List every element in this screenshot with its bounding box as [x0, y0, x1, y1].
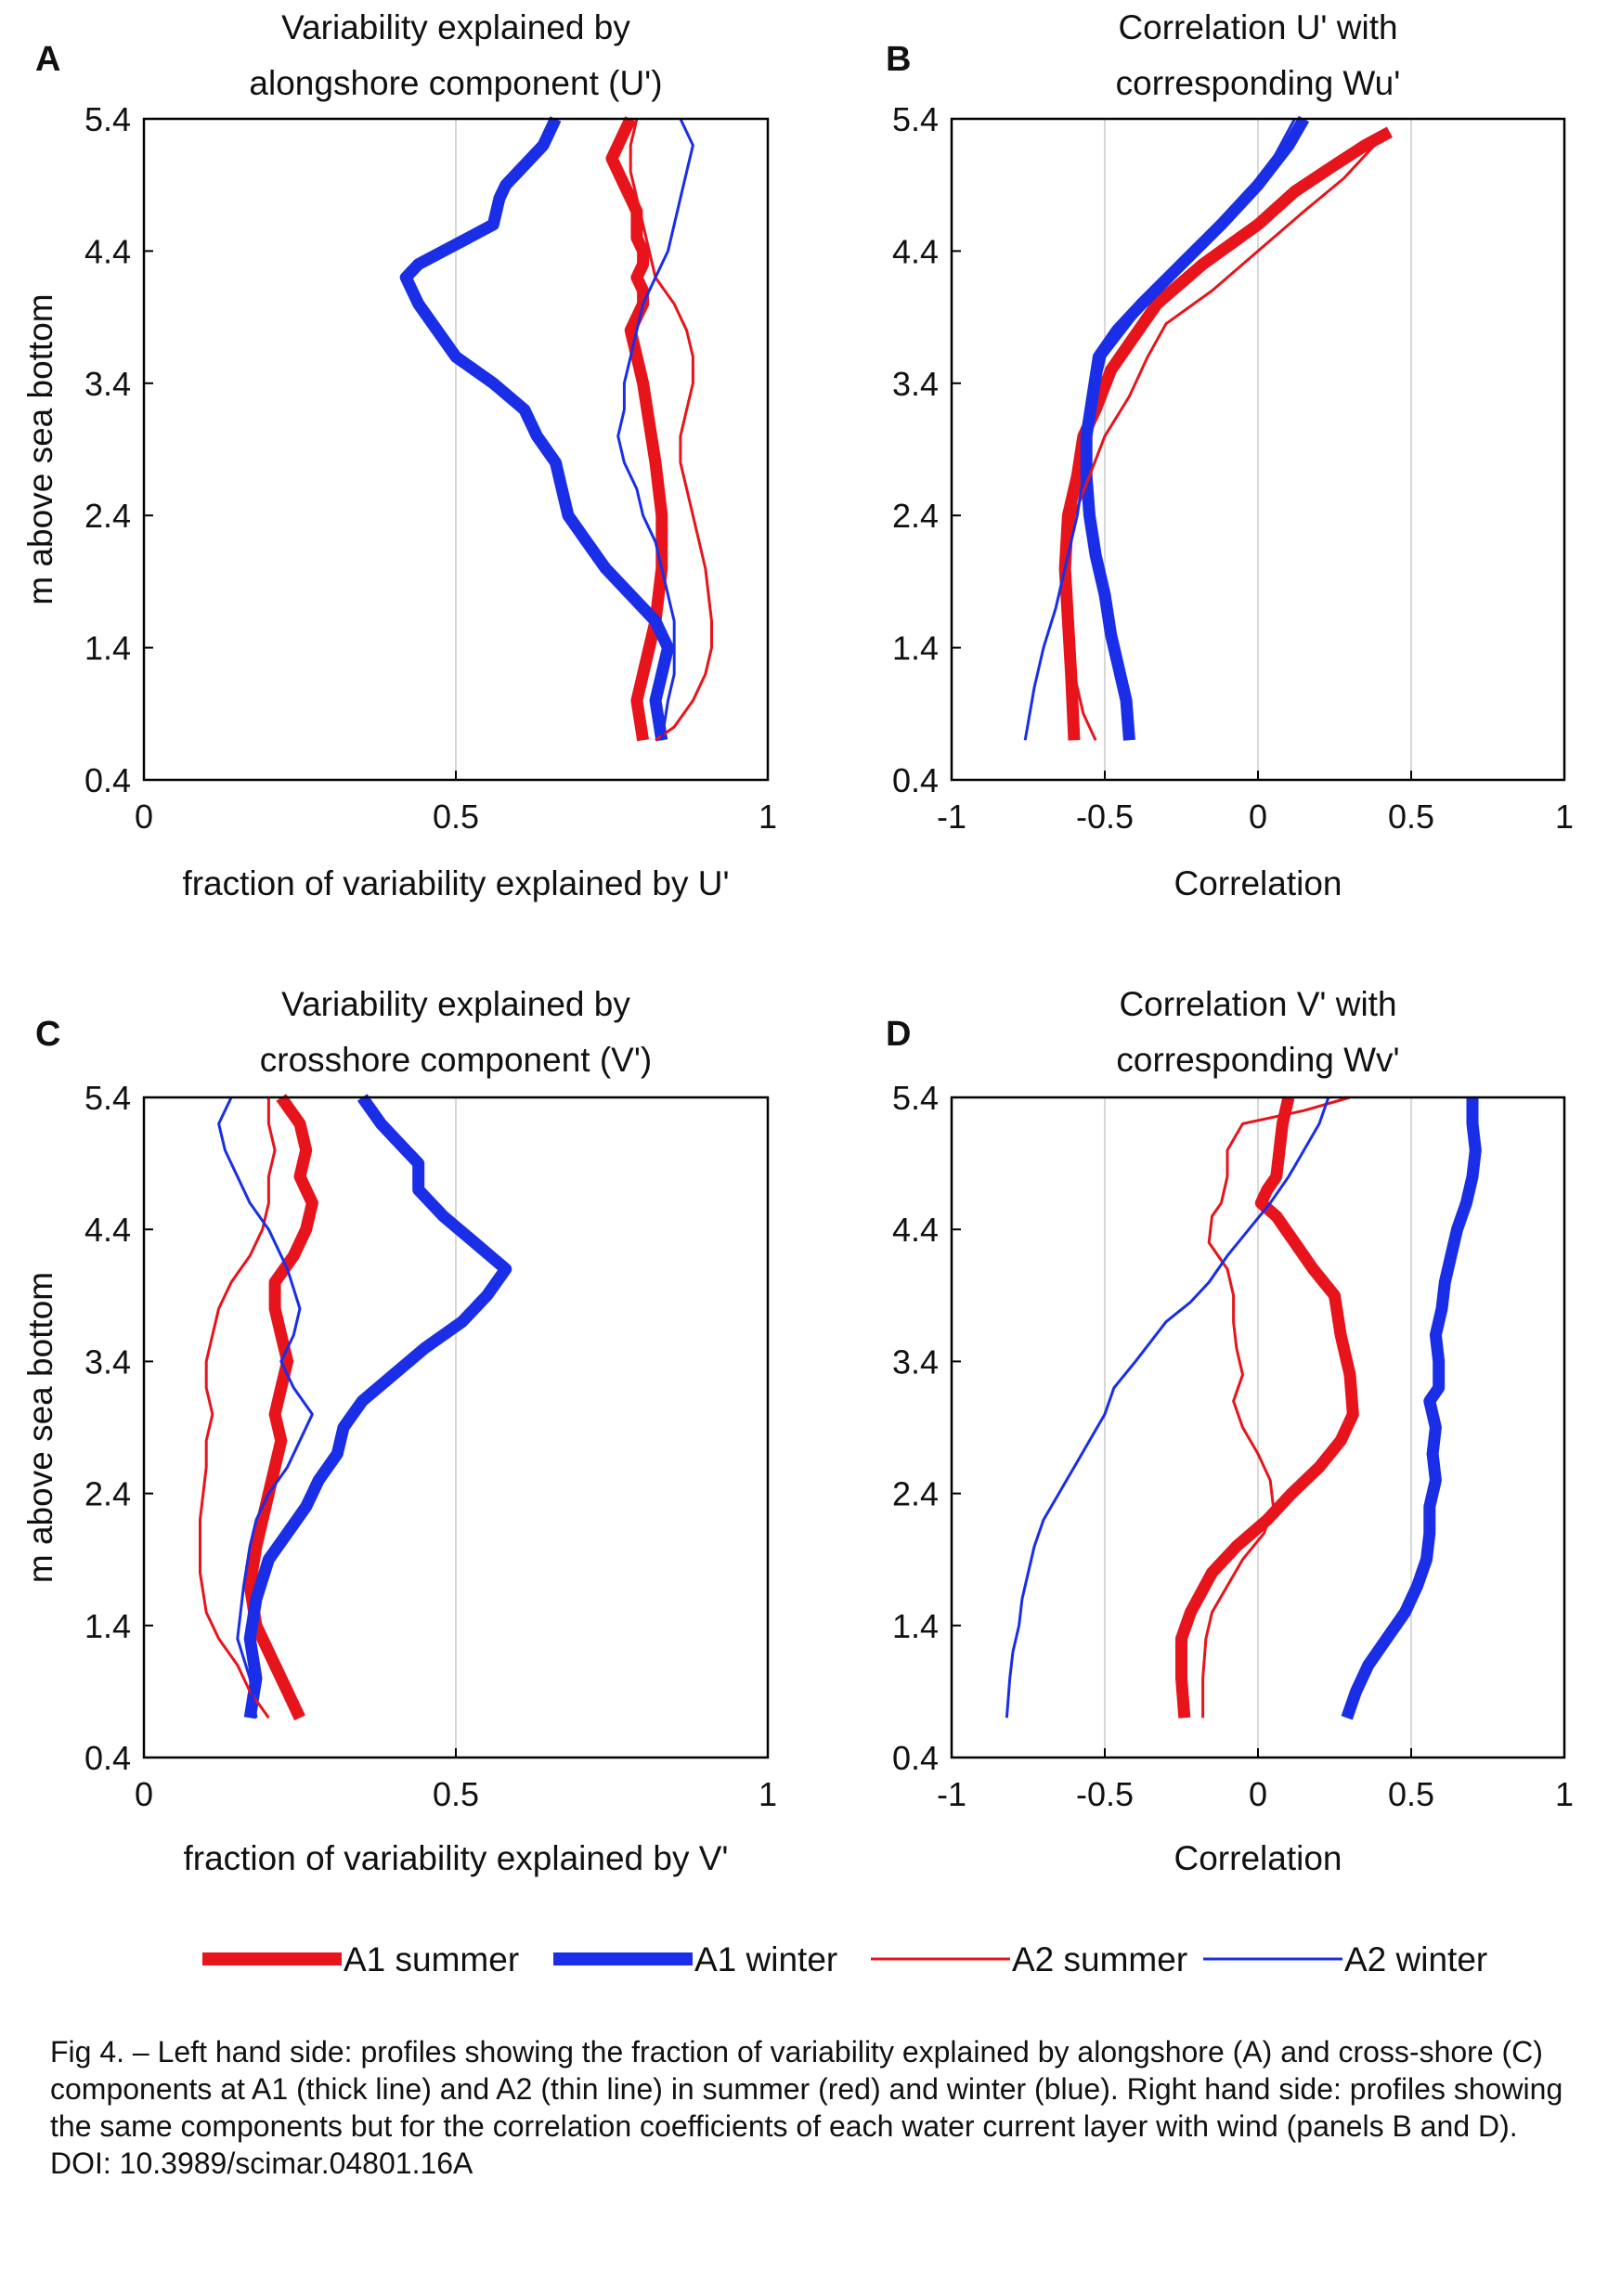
x-tick-label: 0 [135, 798, 153, 836]
x-axis-label: fraction of variability explained by V' [183, 1839, 728, 1877]
series-line-a2-winter [1005, 1096, 1330, 1719]
panel-title-line: Correlation V' with [1119, 985, 1396, 1023]
series-line-a2-winter [616, 118, 694, 741]
panel-d: -1 -0.5 0 0.5 1 0.4 1.4 2.4 3.4 4.4 5.4 Correlation… [886, 985, 1574, 1877]
series-line-a2-winter [217, 1096, 314, 1719]
y-tick-label: 4.4 [84, 232, 131, 270]
panel-letter: C [35, 1015, 60, 1054]
series-line-a2-summer [629, 118, 713, 742]
panel-b: -1 -0.5 0 0.5 1 0.4 1.4 2.4 3.4 4.4 5.4 Correlation… [886, 8, 1574, 902]
x-axis-label: Correlation [1174, 864, 1342, 902]
series-line-a1-summer [605, 116, 668, 742]
x-tick-label: 0.5 [433, 1775, 479, 1813]
caption-doi: DOI: 10.3989/scimar.04801.16A [50, 2147, 473, 2180]
panel-letter: B [886, 40, 911, 79]
y-tick-label: 5.4 [892, 100, 939, 138]
series-line-a1-winter [243, 1094, 512, 1719]
x-tick-label: 1 [759, 1775, 777, 1813]
y-tick-label: 0.4 [84, 1739, 131, 1777]
y-axis-label: m above sea bottom [21, 293, 59, 604]
x-tick-label: 0.5 [433, 798, 479, 836]
x-axis-label: fraction of variability explained by U' [182, 864, 729, 902]
y-tick-label: 4.4 [84, 1211, 131, 1249]
y-tick-label: 2.4 [84, 497, 131, 535]
y-tick-label: 0.4 [892, 1739, 939, 1777]
legend-item-a2-summer: A2 summer [871, 1940, 1187, 1978]
legend-label: A2 winter [1344, 1940, 1487, 1978]
y-tick-label: 2.4 [84, 1475, 131, 1513]
x-tick-label: -0.5 [1076, 1775, 1134, 1813]
x-tick-label: 1 [1555, 798, 1574, 836]
panel-letter: D [886, 1015, 911, 1054]
y-tick-label: 5.4 [892, 1079, 939, 1117]
y-tick-label: 1.4 [84, 1607, 131, 1645]
figure-caption: Fig 4. – Left hand side: profiles showin… [50, 2033, 1573, 2182]
legend-label: A1 winter [694, 1940, 837, 1978]
y-tick-label: 1.4 [84, 629, 131, 668]
x-tick-label: -0.5 [1076, 798, 1134, 836]
series-line-a2-summer [1063, 144, 1376, 741]
series-line-a2-winter [1023, 118, 1296, 741]
series-line-a1-summer [243, 1094, 318, 1721]
legend-item-a1-winter: A1 winter [553, 1940, 837, 1978]
x-axis-label: Correlation [1174, 1839, 1342, 1877]
legend-label: A2 summer [1012, 1940, 1187, 1978]
panel-title-line: crosshore component (V') [260, 1041, 652, 1079]
series-line-a2-summer [1201, 1096, 1351, 1719]
panel-title-line: Variability explained by [281, 8, 630, 46]
caption-text: Fig 4. – Left hand side: profiles showin… [50, 2035, 1563, 2143]
y-tick-label: 2.4 [892, 497, 939, 535]
series-line-a1-summer [1175, 1096, 1359, 1719]
y-tick-label: 3.4 [84, 1343, 131, 1381]
x-tick-label: 0 [1249, 1775, 1267, 1813]
y-tick-label: 1.4 [892, 629, 939, 668]
legend-label: A1 summer [344, 1940, 519, 1978]
legend-item-a2-winter: A2 winter [1203, 1940, 1487, 1978]
series-line-a1-winter [1341, 1097, 1482, 1720]
x-tick-label: 0 [135, 1775, 153, 1813]
legend-item-a1-summer: A1 summer [202, 1940, 519, 1978]
legend: A1 summer A1 winter A2 summer A2 winter [202, 1940, 1487, 1978]
y-tick-label: 4.4 [892, 1211, 939, 1249]
y-tick-label: 3.4 [892, 365, 939, 403]
y-axis-label: m above sea bottom [21, 1272, 59, 1583]
panel-letter: A [35, 40, 60, 79]
series-line-a2-summer [199, 1097, 277, 1719]
y-tick-label: 0.4 [892, 761, 939, 799]
y-tick-label: 5.4 [84, 100, 131, 138]
x-tick-label: 0 [1249, 798, 1267, 836]
y-tick-label: 3.4 [84, 365, 131, 403]
y-tick-label: 5.4 [84, 1079, 131, 1117]
series-line-a1-winter [399, 116, 674, 742]
panel-title-line: Correlation U' with [1118, 8, 1397, 46]
y-tick-label: 3.4 [892, 1343, 939, 1381]
panel-title-line: corresponding Wu' [1116, 64, 1401, 102]
x-tick-label: 0.5 [1388, 798, 1434, 836]
y-tick-label: 4.4 [892, 232, 939, 270]
y-tick-label: 2.4 [892, 1475, 939, 1513]
y-tick-label: 1.4 [892, 1607, 939, 1645]
panel-title-line: corresponding Wv' [1116, 1041, 1399, 1079]
x-tick-label: -1 [937, 1775, 966, 1813]
y-tick-label: 0.4 [84, 761, 131, 799]
x-tick-label: 1 [1555, 1775, 1574, 1813]
x-tick-label: 0.5 [1388, 1775, 1434, 1813]
panel-a: 0 0.5 1 0.4 1.4 2.4 3.4 4.4 5.4 Variability expla… [21, 8, 777, 902]
panel-title-line: Variability explained by [281, 985, 630, 1023]
x-tick-label: -1 [937, 798, 966, 836]
panel-title-line: alongshore component (U') [249, 64, 662, 102]
panels-layer: 0 0.5 1 0.4 1.4 2.4 3.4 4.4 5.4 Variability expla… [21, 8, 1574, 1877]
panel-c: 0 0.5 1 0.4 1.4 2.4 3.4 4.4 5.4 Variability expla… [21, 985, 777, 1877]
x-tick-label: 1 [759, 798, 777, 836]
